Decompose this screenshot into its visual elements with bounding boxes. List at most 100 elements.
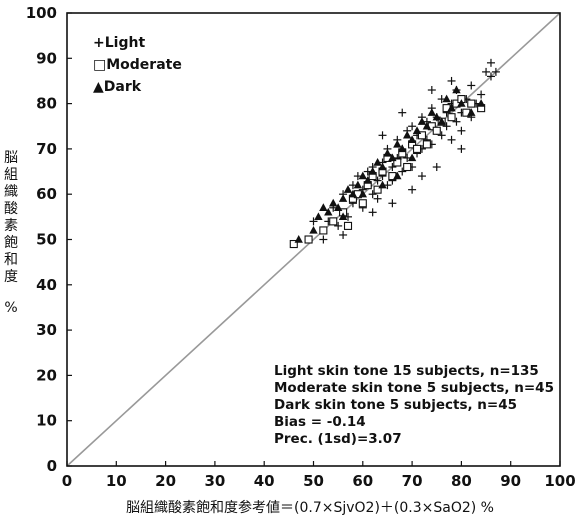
dark-point [378, 162, 387, 171]
dark-point [319, 203, 328, 211]
y-axis-title: 脳組織酸素飽和度 [4, 150, 18, 285]
plot-frame [66, 12, 561, 467]
dark-point [343, 185, 353, 193]
dark-point [427, 108, 437, 116]
moderate-point [412, 144, 422, 153]
moderate-point [358, 199, 367, 208]
moderate-point [403, 162, 412, 172]
annotation-box: Light skin tone 15 subjects, n=135Modera… [274, 363, 554, 447]
dark-point [467, 108, 476, 116]
light-point [452, 117, 461, 126]
moderate-point [422, 140, 431, 149]
x-tick-label: 30 [204, 472, 225, 490]
light-point [388, 199, 397, 208]
dark-point [378, 180, 387, 189]
light-point [477, 90, 486, 99]
light-point [491, 67, 500, 76]
dark-point [383, 148, 392, 157]
x-tick-label: 50 [303, 472, 324, 490]
light-point [373, 176, 382, 185]
x-tick-label: 40 [254, 472, 275, 490]
moderate-point [289, 239, 298, 249]
y-tick-label: 90 [36, 49, 57, 67]
x-tick-label: 100 [544, 472, 575, 490]
legend-entry: ▲Dark [93, 79, 142, 95]
y-tick-label: 80 [36, 95, 57, 113]
light-point [486, 58, 495, 67]
light-point [408, 122, 417, 131]
light-point [373, 194, 382, 203]
y-axis-unit: % [4, 300, 18, 316]
moderate-point [393, 158, 402, 167]
dark-point [338, 194, 348, 202]
light-point [447, 76, 456, 85]
x-tick-label: 70 [402, 472, 423, 490]
light-point [309, 217, 318, 226]
y-tick-label: 30 [36, 321, 57, 339]
x-tick-label: 20 [155, 472, 176, 490]
light-point [408, 185, 417, 194]
y-tick-label: 40 [36, 276, 57, 294]
annotation-line: Dark skin tone 5 subjects, n=45 [274, 397, 517, 413]
dark-point [437, 117, 446, 125]
dark-point [348, 189, 358, 198]
dark-point [407, 153, 417, 162]
dark-point [393, 171, 402, 180]
dark-point [363, 176, 372, 184]
light-point [457, 144, 466, 153]
moderate-point [432, 126, 441, 135]
dark-point [442, 94, 451, 103]
light-point [378, 131, 387, 140]
moderate-point [343, 221, 353, 230]
identity-line [66, 12, 561, 467]
dark-point [353, 180, 363, 189]
dark-point [294, 235, 303, 243]
light-point [334, 221, 343, 230]
light-point [482, 67, 491, 76]
y-tick-label: 20 [36, 366, 57, 384]
x-tick-label: 90 [500, 472, 521, 490]
dark-point [388, 153, 397, 162]
light-point [467, 81, 476, 90]
dark-point [333, 203, 343, 211]
legend-entry: +Light [93, 35, 145, 51]
light-point [398, 167, 407, 176]
dark-point [402, 130, 412, 139]
moderate-point [467, 99, 476, 108]
x-tick-label: 80 [451, 472, 472, 490]
light-point [457, 126, 466, 135]
moderate-point [417, 131, 427, 140]
moderate-point [319, 226, 328, 235]
dark-point [407, 135, 417, 144]
annotation-line: Moderate skin tone 5 subjects, n=45 [274, 380, 554, 396]
x-tick-label: 60 [352, 472, 373, 490]
legend-entry: □Moderate [93, 57, 182, 73]
light-point [417, 172, 426, 181]
dark-point [412, 126, 422, 134]
y-tick-label: 70 [36, 140, 57, 158]
light-point [388, 163, 397, 172]
dark-point [358, 171, 367, 180]
light-point [486, 72, 495, 81]
moderate-point [329, 217, 338, 226]
y-tick-label: 10 [36, 412, 57, 430]
dark-point [338, 212, 348, 221]
x-tick-label: 10 [106, 472, 127, 490]
dark-point [417, 117, 427, 125]
moderate-point [373, 185, 382, 194]
y-tick-label: 0 [47, 457, 57, 475]
dark-point [393, 139, 402, 148]
light-point [442, 122, 451, 131]
moderate-point [447, 113, 456, 122]
annotation-line: Light skin tone 15 subjects, n=135 [274, 363, 539, 379]
light-point [368, 208, 377, 217]
dark-point [309, 225, 318, 234]
dark-point [398, 144, 407, 153]
annotation-line: Prec. (1sd)=3.07 [274, 431, 402, 447]
light-point [368, 190, 377, 199]
annotation-line: Bias = -0.14 [274, 414, 366, 430]
x-tick-label: 0 [62, 472, 72, 490]
light-point [427, 86, 436, 95]
dark-point [368, 167, 377, 175]
